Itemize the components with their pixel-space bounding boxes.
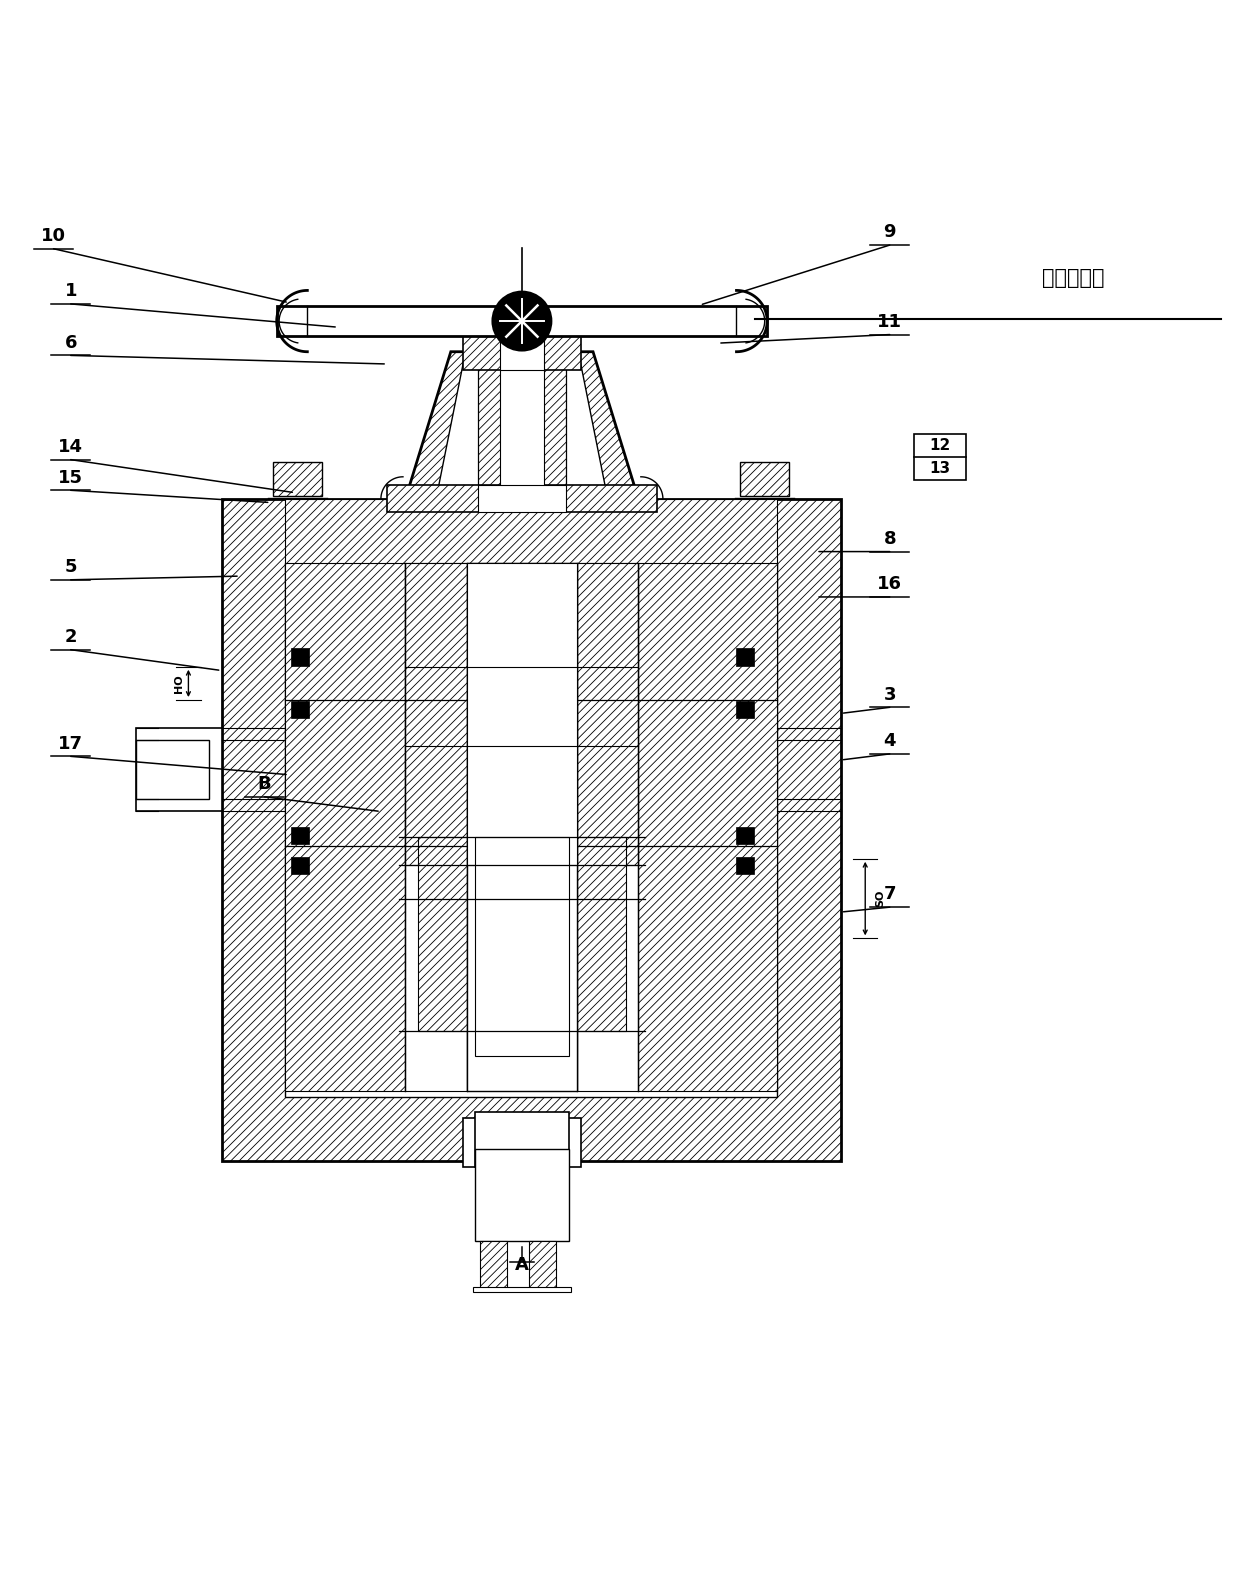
Bar bbox=[463, 1118, 580, 1166]
Text: 2: 2 bbox=[64, 628, 77, 645]
Polygon shape bbox=[436, 351, 608, 499]
Text: SO: SO bbox=[875, 889, 885, 907]
Bar bbox=[737, 828, 754, 844]
Bar bbox=[466, 562, 577, 1091]
Bar bbox=[135, 727, 222, 811]
Bar bbox=[285, 562, 777, 1097]
Text: 11: 11 bbox=[877, 313, 903, 331]
Text: B: B bbox=[258, 774, 272, 793]
Text: A: A bbox=[515, 1256, 528, 1275]
Bar bbox=[285, 499, 777, 568]
Text: 8: 8 bbox=[883, 530, 897, 548]
Text: 16: 16 bbox=[877, 575, 903, 593]
Text: HO: HO bbox=[174, 674, 184, 693]
Bar bbox=[222, 499, 841, 1162]
Text: 阀截止位置: 阀截止位置 bbox=[1043, 268, 1105, 288]
Bar bbox=[480, 1240, 507, 1289]
Bar bbox=[475, 1111, 568, 1166]
Bar bbox=[405, 562, 466, 1091]
Text: 4: 4 bbox=[883, 732, 897, 751]
Bar bbox=[291, 700, 309, 718]
Text: 13: 13 bbox=[930, 461, 951, 477]
Bar bbox=[387, 485, 657, 513]
Text: 3: 3 bbox=[883, 686, 897, 704]
Polygon shape bbox=[405, 351, 639, 499]
Text: 10: 10 bbox=[41, 227, 66, 246]
Text: 6: 6 bbox=[64, 334, 77, 351]
Bar bbox=[475, 837, 568, 1056]
Text: 5: 5 bbox=[64, 559, 77, 576]
Bar bbox=[529, 1240, 557, 1289]
Bar bbox=[740, 463, 789, 496]
Bar bbox=[285, 562, 405, 1091]
Bar bbox=[737, 648, 754, 666]
Bar bbox=[737, 700, 754, 718]
Bar bbox=[737, 856, 754, 874]
Text: 14: 14 bbox=[58, 438, 83, 456]
Bar bbox=[463, 334, 580, 370]
Bar bbox=[639, 562, 777, 1091]
Bar bbox=[577, 562, 639, 1091]
Bar bbox=[418, 837, 626, 1031]
Text: 17: 17 bbox=[58, 735, 83, 752]
Circle shape bbox=[492, 291, 552, 351]
Text: 7: 7 bbox=[883, 886, 897, 903]
Bar bbox=[914, 434, 966, 480]
Text: 15: 15 bbox=[58, 469, 83, 486]
Bar bbox=[470, 327, 573, 334]
Text: 12: 12 bbox=[930, 438, 951, 453]
Bar bbox=[291, 856, 309, 874]
Bar bbox=[477, 485, 565, 513]
Text: 1: 1 bbox=[64, 282, 77, 301]
Bar bbox=[500, 351, 544, 499]
Bar bbox=[277, 307, 768, 335]
Bar bbox=[487, 327, 557, 334]
Bar bbox=[291, 828, 309, 844]
Bar bbox=[475, 1149, 568, 1240]
Bar bbox=[405, 562, 639, 866]
Bar bbox=[466, 562, 577, 866]
Text: 9: 9 bbox=[883, 224, 897, 241]
Bar bbox=[291, 648, 309, 666]
Bar bbox=[477, 351, 565, 499]
Bar bbox=[500, 334, 544, 370]
Bar bbox=[472, 1288, 570, 1292]
Bar bbox=[273, 463, 322, 496]
Bar bbox=[135, 740, 210, 800]
